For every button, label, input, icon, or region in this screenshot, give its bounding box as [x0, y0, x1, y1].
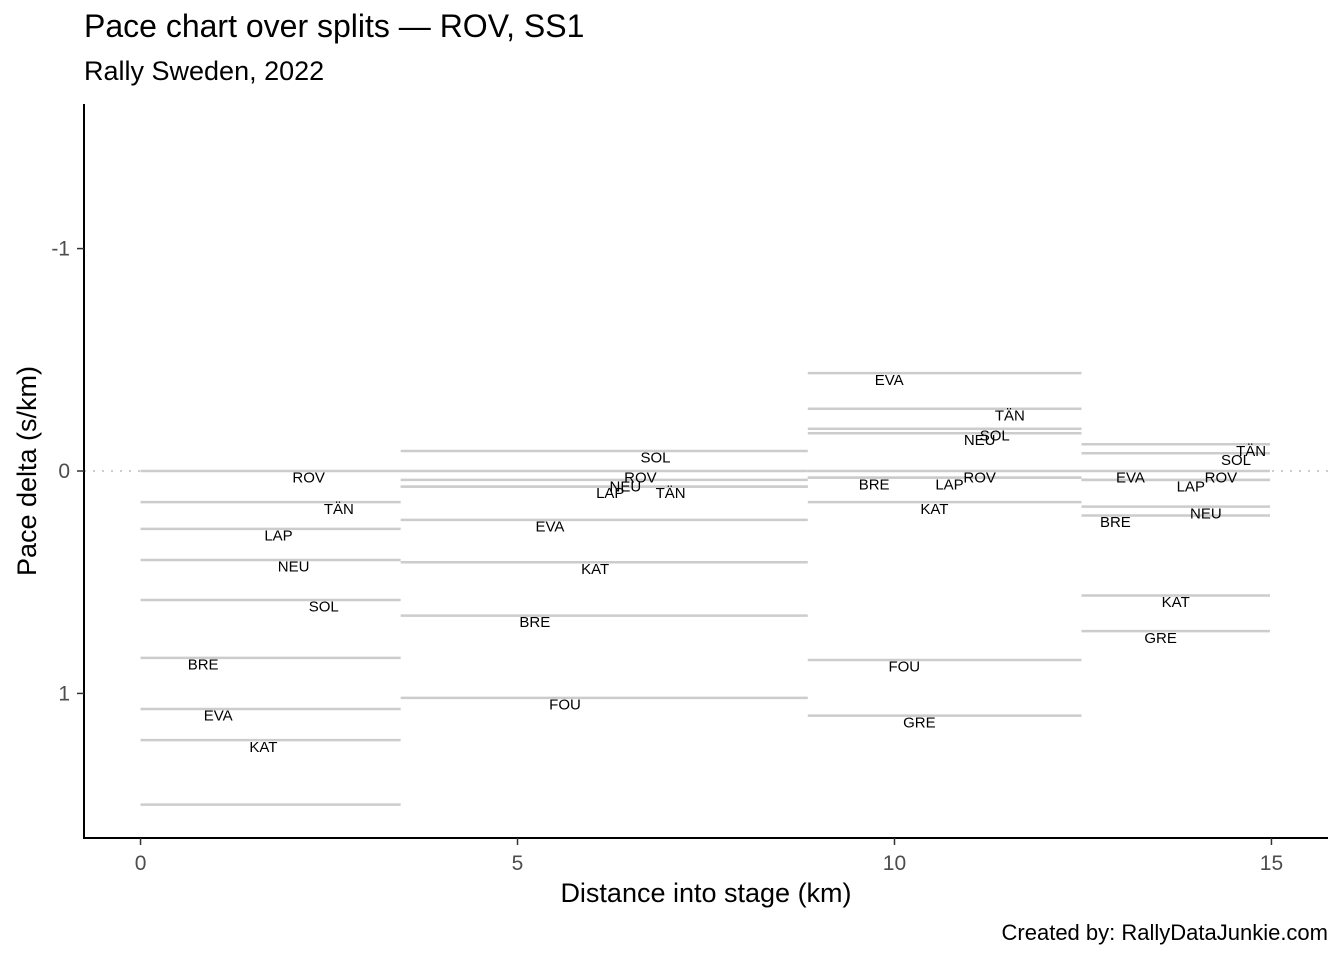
- x-tick-label: 5: [512, 852, 524, 875]
- driver-label: NEU: [609, 479, 641, 496]
- driver-label: KAT: [249, 739, 277, 756]
- driver-label: BRE: [519, 614, 550, 631]
- y-tick-label: 1: [58, 682, 70, 705]
- driver-label: KAT: [581, 561, 609, 578]
- driver-label: LAP: [1177, 479, 1205, 496]
- x-tick-label: 10: [883, 852, 906, 875]
- driver-label: KAT: [920, 501, 948, 518]
- driver-label: NEU: [1190, 505, 1222, 522]
- driver-label: BRE: [188, 657, 219, 674]
- driver-label: FOU: [549, 697, 581, 714]
- driver-label: LAP: [264, 528, 292, 545]
- driver-label: GRE: [903, 714, 936, 731]
- driver-label: TÄN: [1236, 443, 1266, 460]
- y-tick-label: 0: [58, 460, 70, 483]
- driver-label: EVA: [204, 708, 233, 725]
- driver-label: EVA: [875, 372, 904, 389]
- driver-label: ROV: [292, 470, 325, 487]
- x-tick-label: 15: [1260, 852, 1283, 875]
- driver-label: TÄN: [995, 407, 1025, 424]
- x-tick-label: 0: [135, 852, 147, 875]
- driver-label: SOL: [640, 450, 670, 467]
- driver-label: BRE: [859, 476, 890, 493]
- driver-label: NEU: [964, 432, 996, 449]
- driver-label: ROV: [1205, 470, 1238, 487]
- chart-subtitle: Rally Sweden, 2022: [84, 56, 325, 86]
- driver-label: ROV: [624, 470, 657, 487]
- driver-label: TÄN: [656, 485, 686, 502]
- driver-label: EVA: [535, 519, 564, 536]
- driver-label: KAT: [1162, 594, 1190, 611]
- y-axis-title: Pace delta (s/km): [12, 366, 42, 576]
- driver-label: BRE: [1100, 514, 1131, 531]
- driver-label: LAP: [935, 476, 963, 493]
- driver-label: LAP: [596, 485, 624, 502]
- driver-label: NEU: [278, 559, 310, 576]
- driver-label: GRE: [1144, 630, 1177, 647]
- driver-label: TÄN: [324, 501, 354, 518]
- chart-title: Pace chart over splits — ROV, SS1: [84, 8, 585, 44]
- driver-label: ROV: [963, 470, 996, 487]
- x-axis-title: Distance into stage (km): [560, 878, 851, 908]
- chart-caption: Created by: RallyDataJunkie.com: [1001, 920, 1328, 945]
- driver-label: SOL: [980, 427, 1010, 444]
- driver-label: SOL: [1221, 452, 1251, 469]
- driver-label: FOU: [888, 659, 920, 676]
- driver-label: SOL: [309, 599, 339, 616]
- y-tick-label: -1: [51, 238, 70, 261]
- driver-label: EVA: [1116, 470, 1145, 487]
